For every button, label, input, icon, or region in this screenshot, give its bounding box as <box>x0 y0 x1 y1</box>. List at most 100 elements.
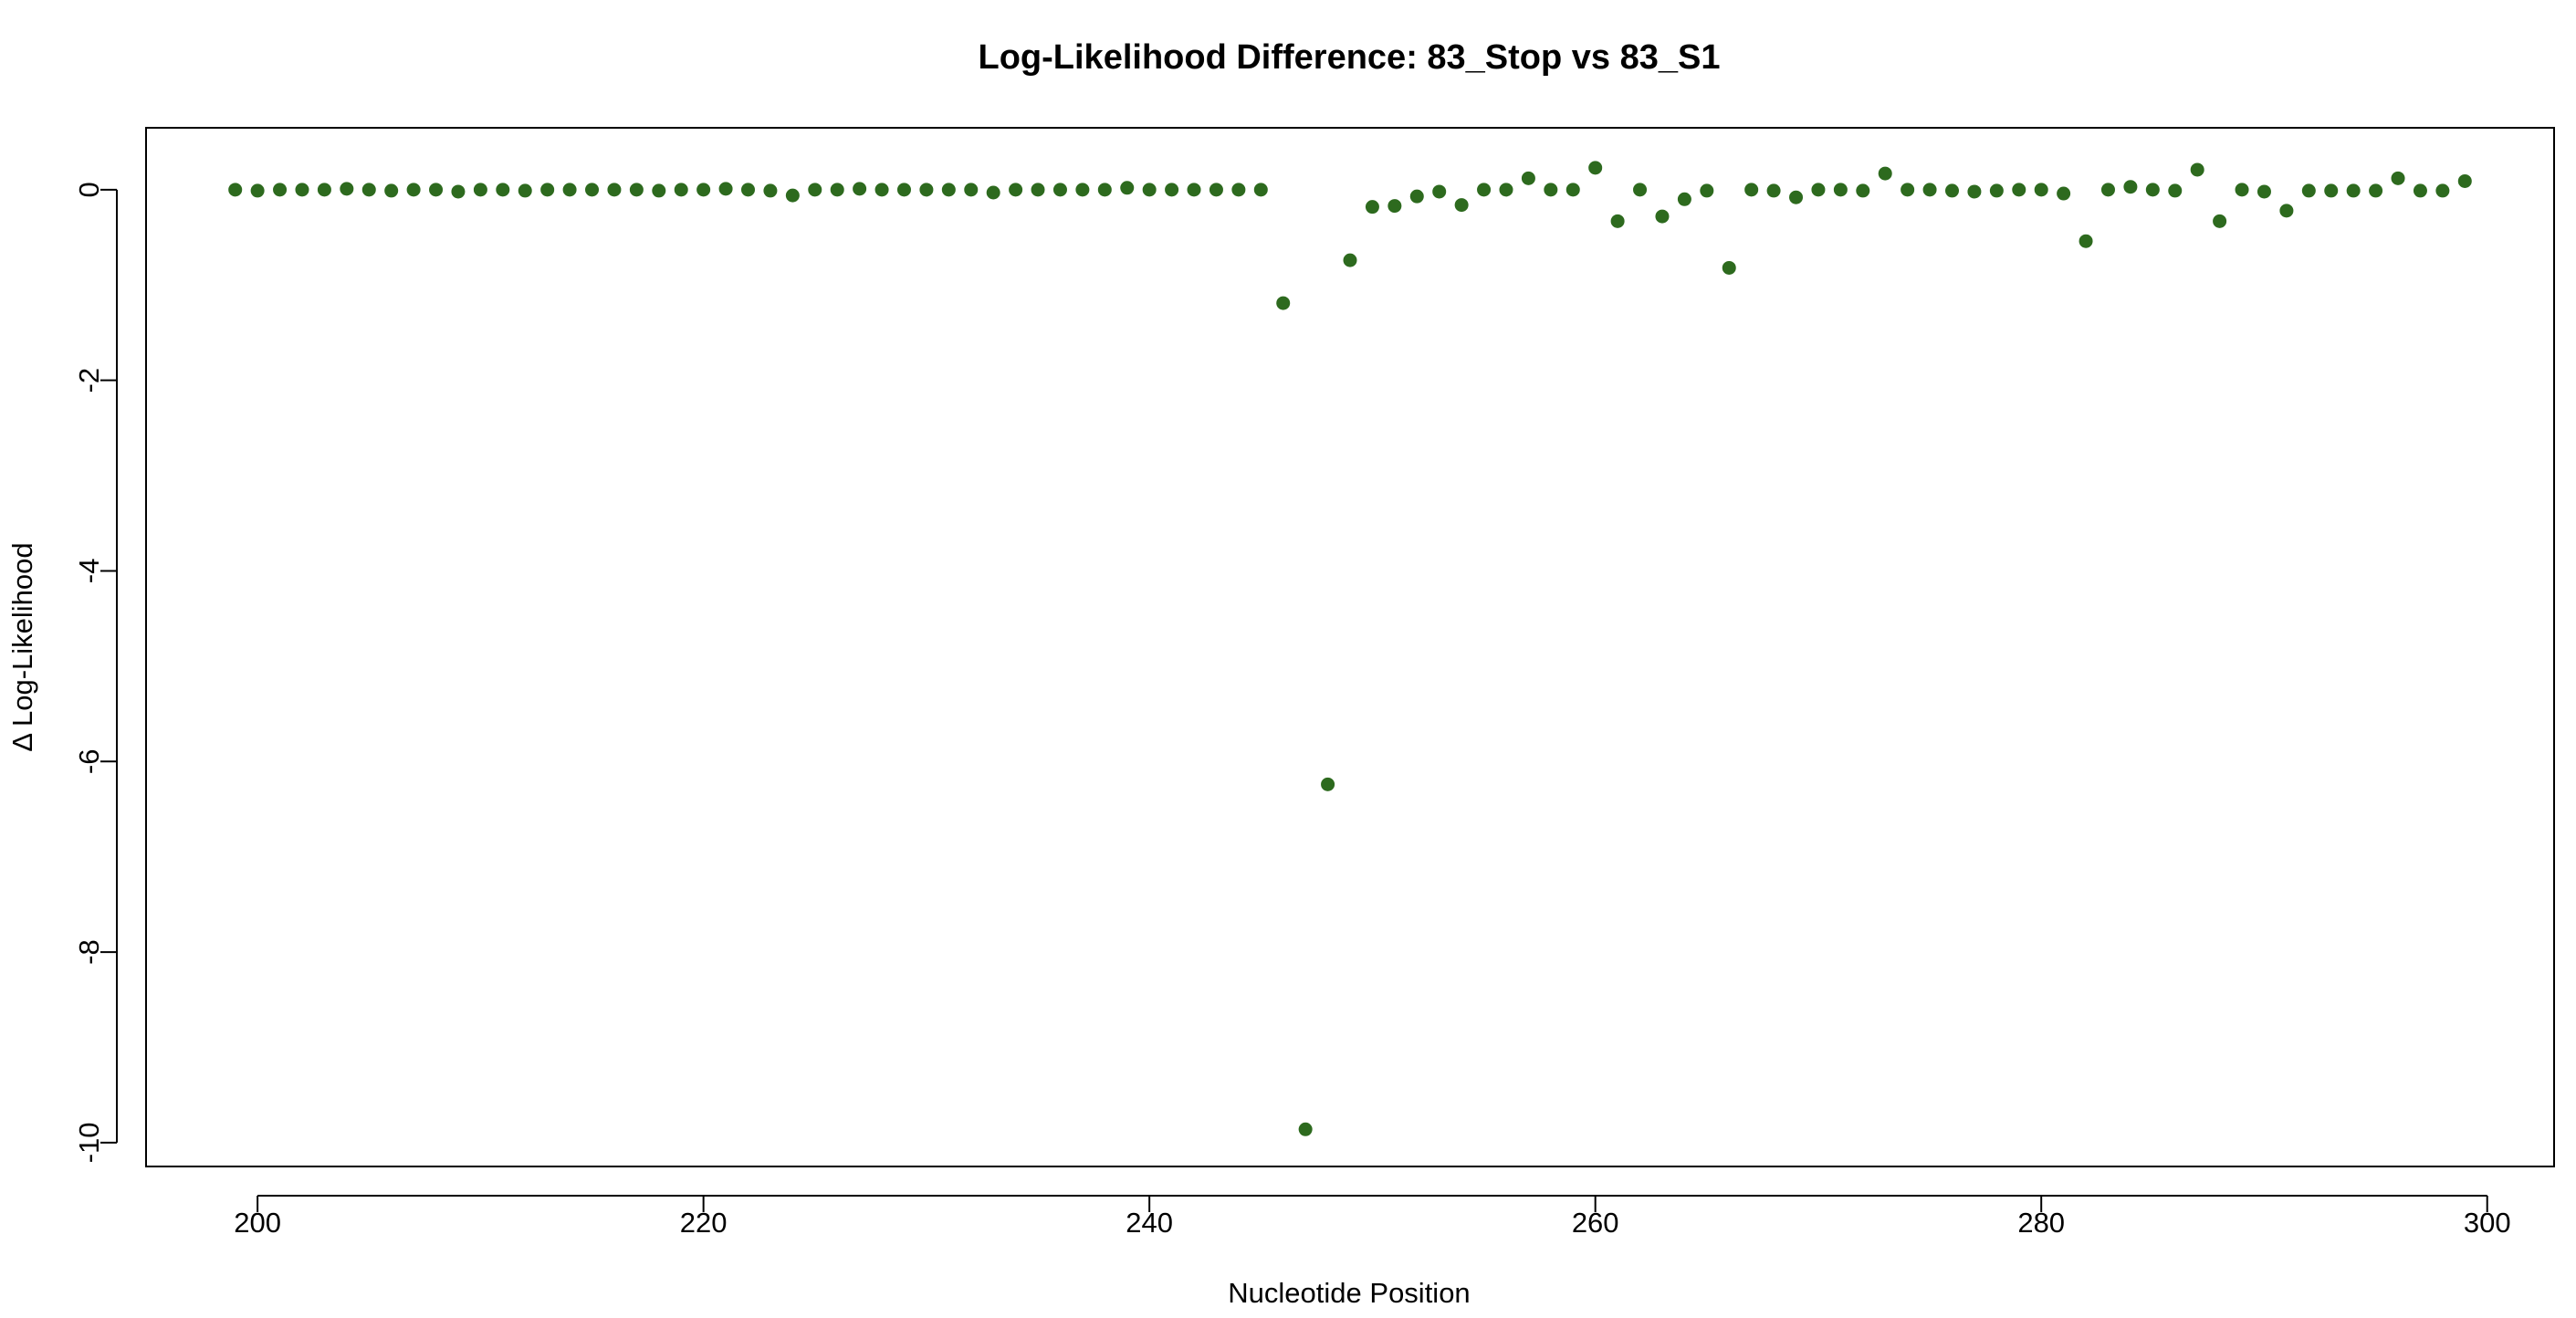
x-tick-label: 280 <box>2017 1207 2065 1239</box>
x-tick-label: 220 <box>680 1207 728 1239</box>
data-point <box>1610 214 1625 228</box>
data-point <box>361 183 376 197</box>
data-point <box>1922 183 1937 197</box>
data-point <box>1700 183 1714 198</box>
data-point <box>964 183 979 197</box>
data-point <box>2257 184 2271 199</box>
data-point <box>1811 183 1826 197</box>
data-point <box>2190 162 2204 177</box>
data-point <box>518 183 532 198</box>
data-point <box>2235 183 2249 197</box>
plot-frame <box>145 127 2555 1167</box>
data-point <box>696 183 711 197</box>
data-point <box>1165 183 1179 197</box>
data-point <box>317 183 331 197</box>
data-point <box>785 188 800 203</box>
data-point <box>1677 192 1691 206</box>
y-tick-label: -10 <box>73 1122 105 1163</box>
data-point <box>2457 173 2472 188</box>
data-point <box>2034 183 2048 197</box>
data-point <box>1856 183 1870 198</box>
data-point <box>1789 190 1804 204</box>
data-point <box>1276 296 1291 310</box>
data-point <box>1142 183 1157 197</box>
data-point <box>585 183 600 197</box>
data-point <box>1989 183 2004 198</box>
data-point <box>830 183 844 197</box>
data-point <box>1075 183 1090 197</box>
data-point <box>919 183 934 197</box>
data-point <box>273 183 288 197</box>
data-point <box>295 183 309 197</box>
data-point <box>1031 183 1045 197</box>
data-point <box>2100 183 2115 197</box>
x-tick-label: 240 <box>1126 1207 1173 1239</box>
data-point <box>2301 183 2316 198</box>
data-point <box>1521 171 1535 185</box>
data-point <box>941 183 956 197</box>
data-point <box>2435 183 2450 198</box>
data-point <box>607 183 622 197</box>
data-point <box>763 183 778 198</box>
data-point <box>1833 183 1848 197</box>
data-point <box>1878 166 1892 181</box>
data-point <box>451 184 466 199</box>
data-points <box>228 161 2472 1136</box>
data-point <box>1722 260 1736 275</box>
y-tick-label: -8 <box>73 939 105 965</box>
data-point <box>1565 183 1580 197</box>
data-point <box>562 183 577 197</box>
data-point <box>1365 200 1379 214</box>
y-tick-label: -6 <box>73 748 105 774</box>
chart-title: Log-Likelihood Difference: 83_Stop vs 83… <box>979 38 1721 77</box>
data-point <box>2413 183 2427 198</box>
data-point <box>718 182 733 196</box>
data-point <box>2012 183 2026 197</box>
data-point <box>1901 183 1915 197</box>
data-point <box>384 183 399 198</box>
data-point <box>2145 183 2160 197</box>
data-point <box>1321 777 1335 791</box>
data-point <box>1655 209 1670 224</box>
data-point <box>2079 234 2093 248</box>
data-point <box>2324 183 2339 198</box>
data-point <box>1744 183 1759 197</box>
data-point <box>2057 186 2071 201</box>
data-point <box>1187 183 1201 197</box>
data-point <box>2168 183 2183 198</box>
data-point <box>340 182 354 196</box>
data-point <box>674 183 688 197</box>
data-point <box>853 182 867 196</box>
data-point <box>1766 183 1781 198</box>
data-point <box>2369 183 2383 198</box>
data-point <box>896 183 911 197</box>
data-point <box>1477 183 1492 197</box>
data-point <box>1387 199 1402 214</box>
data-point <box>1945 183 1959 198</box>
x-tick-label: 300 <box>2464 1207 2511 1239</box>
x-axis: 200 220 240 260 280 300 <box>234 1195 2511 1239</box>
x-tick-label: 260 <box>1572 1207 1619 1239</box>
data-point <box>1967 184 1982 199</box>
data-point <box>1009 183 1023 197</box>
data-point <box>1588 161 1603 175</box>
y-axis-label: Δ Log-Likelihood <box>6 542 38 751</box>
data-point <box>1454 198 1469 213</box>
y-tick-label: 0 <box>73 182 105 197</box>
data-point <box>2346 183 2361 198</box>
data-point <box>1120 181 1135 195</box>
data-point <box>1633 183 1648 197</box>
y-tick-label: -4 <box>73 559 105 584</box>
data-point <box>228 183 243 197</box>
data-point <box>741 183 755 197</box>
data-point <box>2279 204 2294 218</box>
x-axis-label: Nucleotide Position <box>1228 1277 1470 1309</box>
data-point <box>406 183 421 197</box>
data-point <box>1499 183 1513 197</box>
data-point <box>1343 253 1357 267</box>
data-point <box>1231 183 1246 197</box>
data-point <box>1409 189 1424 204</box>
data-point <box>496 183 510 197</box>
y-tick-label: -2 <box>73 368 105 393</box>
